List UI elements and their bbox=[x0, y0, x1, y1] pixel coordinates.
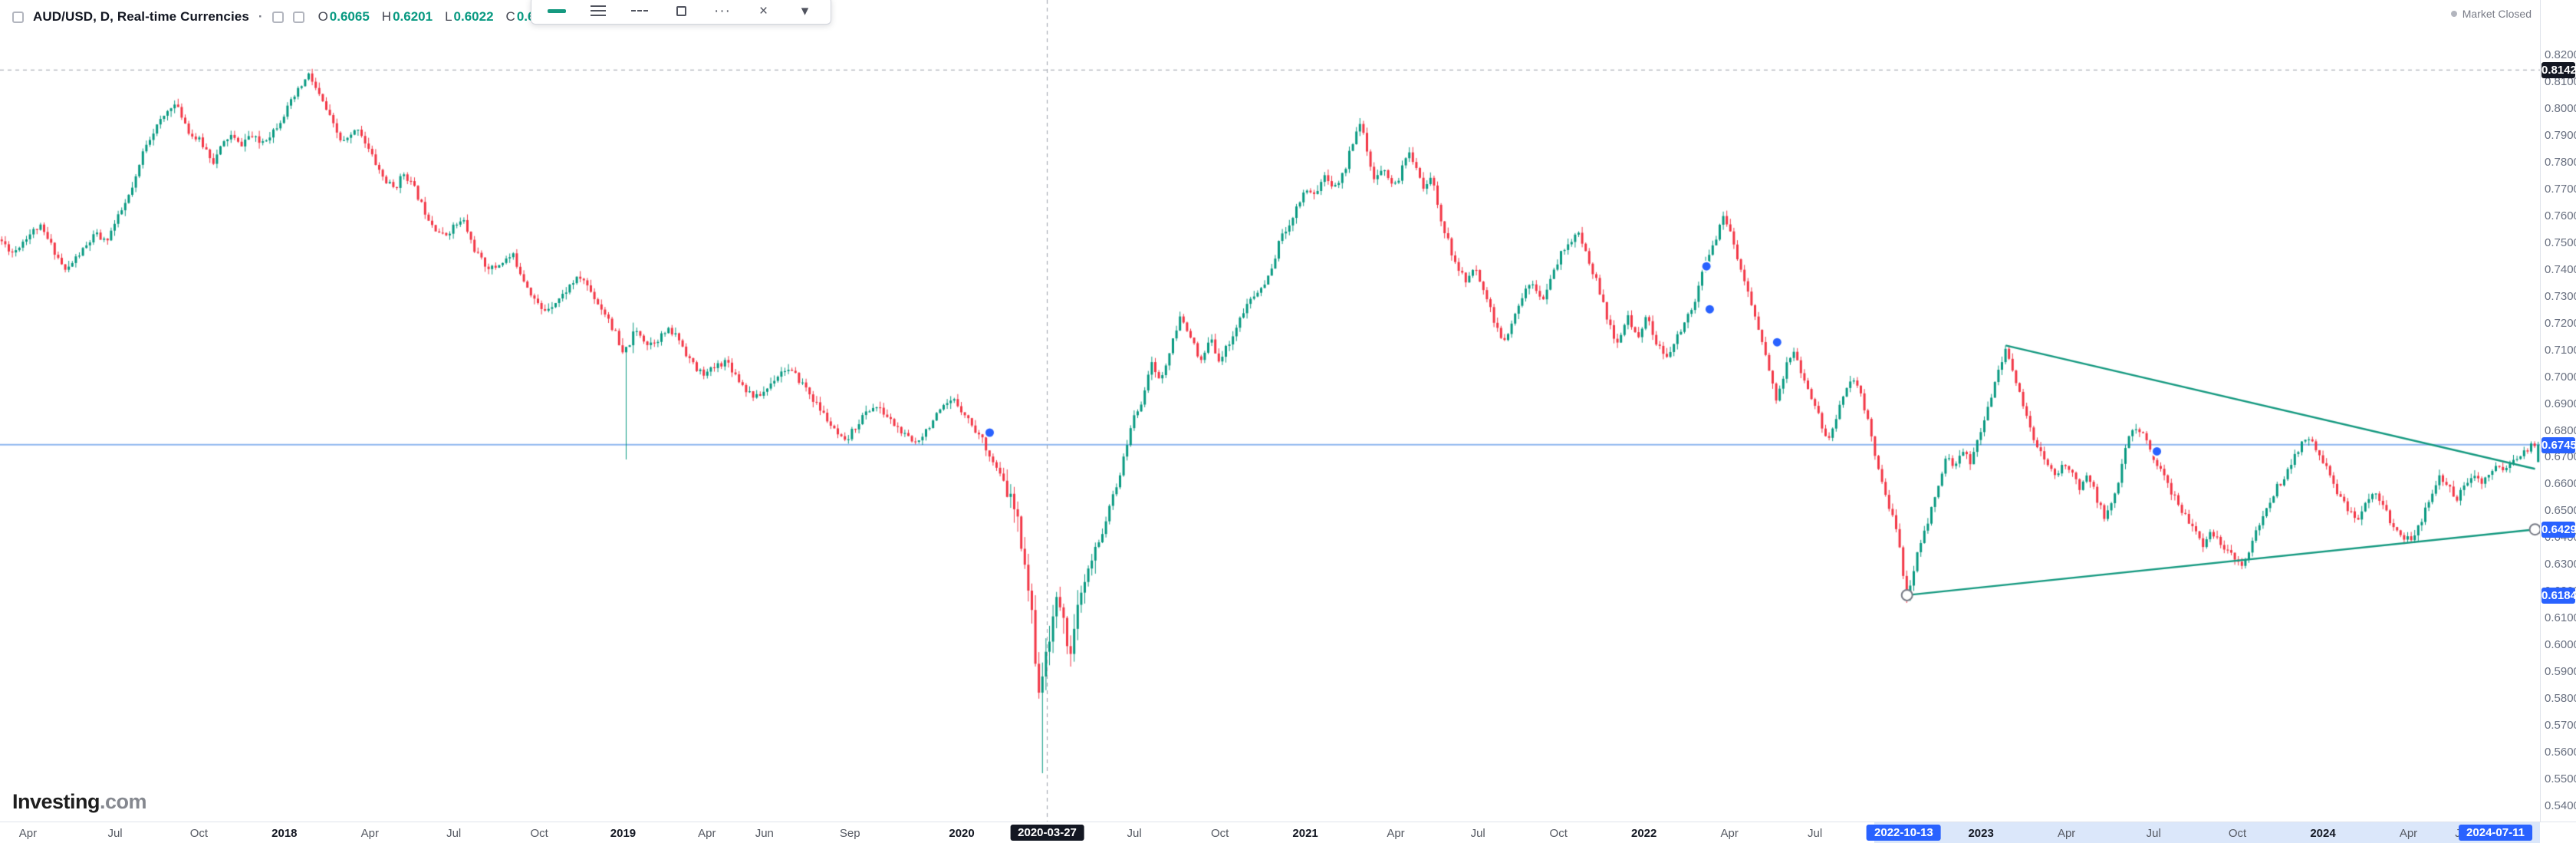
time-tick-label: Jun bbox=[755, 827, 774, 840]
symbol-title[interactable]: AUD/USD, D, Real-time Currencies bbox=[33, 9, 249, 24]
time-tick-label: Apr bbox=[360, 827, 379, 840]
legend-separator: · bbox=[258, 9, 263, 24]
time-tick-label: Oct bbox=[530, 827, 548, 840]
time-tick-label: Apr bbox=[2399, 827, 2418, 840]
time-tick-label: Oct bbox=[1549, 827, 1568, 840]
clone-icon[interactable] bbox=[662, 0, 700, 21]
drawing-toolbar: ··· × ▾ bbox=[531, 0, 831, 25]
investing-logo[interactable]: Investing.com bbox=[12, 790, 147, 814]
low-value: 0.6022 bbox=[453, 9, 494, 24]
time-tick-label: Jul bbox=[2146, 827, 2161, 840]
time-tick-label: Apr bbox=[18, 827, 38, 840]
time-tick-label: Jul bbox=[1127, 827, 1142, 840]
date-badge: 2024-07-11 bbox=[2459, 825, 2532, 841]
collapse-icon[interactable]: ▾ bbox=[801, 2, 810, 19]
time-tick-label: Jul bbox=[1808, 827, 1823, 840]
time-axis[interactable]: Apr Jul Oct 2018 Apr Jul Oct 2019 Apr Jun Sep 2020 J… bbox=[0, 822, 2576, 843]
price-badge: 0.6184 bbox=[2541, 587, 2576, 604]
remove-icon[interactable]: × bbox=[758, 2, 769, 19]
high-label: H bbox=[381, 9, 392, 24]
time-tick-label: 2020 bbox=[949, 827, 975, 840]
time-tick-label: Sep bbox=[839, 827, 860, 840]
time-tick-label: 2023 bbox=[1968, 827, 1994, 840]
more-options-icon[interactable]: ··· bbox=[714, 2, 731, 19]
low-label: L bbox=[445, 9, 452, 24]
chart-legend: AUD/USD, D, Real-time Currencies · O 0.60… bbox=[12, 9, 557, 25]
time-tick-label: Apr bbox=[698, 827, 716, 840]
time-tick-label: Apr bbox=[1720, 827, 1739, 840]
logo-main: Investing bbox=[12, 790, 100, 813]
open-value: 0.6065 bbox=[329, 9, 370, 24]
open-label: O bbox=[317, 9, 328, 24]
time-tick-label: Oct bbox=[1210, 827, 1229, 840]
market-status-label: Market Closed bbox=[2462, 8, 2532, 20]
market-status-dot-icon bbox=[2450, 11, 2457, 17]
candlestick-chart[interactable] bbox=[0, 0, 2540, 822]
time-tick-label: Jul bbox=[1470, 827, 1485, 840]
time-tick-label: Apr bbox=[2057, 827, 2076, 840]
time-tick-label: Jul bbox=[446, 827, 462, 840]
time-tick-label: 2024 bbox=[2310, 827, 2336, 840]
price-badge: 0.6745 bbox=[2541, 436, 2576, 453]
time-tick-label: 2019 bbox=[610, 827, 637, 840]
time-tick-label: 2021 bbox=[1292, 827, 1318, 840]
line-style-icon[interactable] bbox=[620, 0, 659, 21]
ohlc-values: O0.6065 H0.6201 L0.6022 C0.6165 bbox=[318, 9, 557, 25]
logo-suffix: .com bbox=[100, 790, 147, 813]
visibility-icon[interactable] bbox=[271, 11, 284, 23]
price-badge: 0.8142 bbox=[2541, 62, 2576, 79]
time-tick-label: 2022 bbox=[1631, 827, 1657, 840]
time-tick-label: Apr bbox=[1387, 827, 1405, 840]
close-label: C bbox=[505, 9, 515, 24]
price-badge: 0.6429 bbox=[2541, 522, 2576, 538]
time-tick-label: Jul bbox=[107, 827, 123, 840]
line-color-icon[interactable] bbox=[538, 0, 576, 21]
date-badge: 2022-10-13 bbox=[1867, 825, 1941, 841]
date-badge: 2020-03-27 bbox=[1010, 825, 1084, 841]
selected-range-highlight bbox=[1874, 822, 2540, 843]
market-status: Market Closed bbox=[2450, 8, 2532, 20]
high-value: 0.6201 bbox=[393, 9, 433, 24]
line-width-icon[interactable] bbox=[579, 0, 617, 21]
time-tick-label: 2018 bbox=[271, 827, 298, 840]
symbol-logo-icon[interactable] bbox=[12, 11, 24, 23]
time-tick-label: Oct bbox=[2228, 827, 2247, 840]
time-tick-label: Oct bbox=[189, 827, 209, 840]
more-options-icon[interactable] bbox=[292, 11, 304, 23]
